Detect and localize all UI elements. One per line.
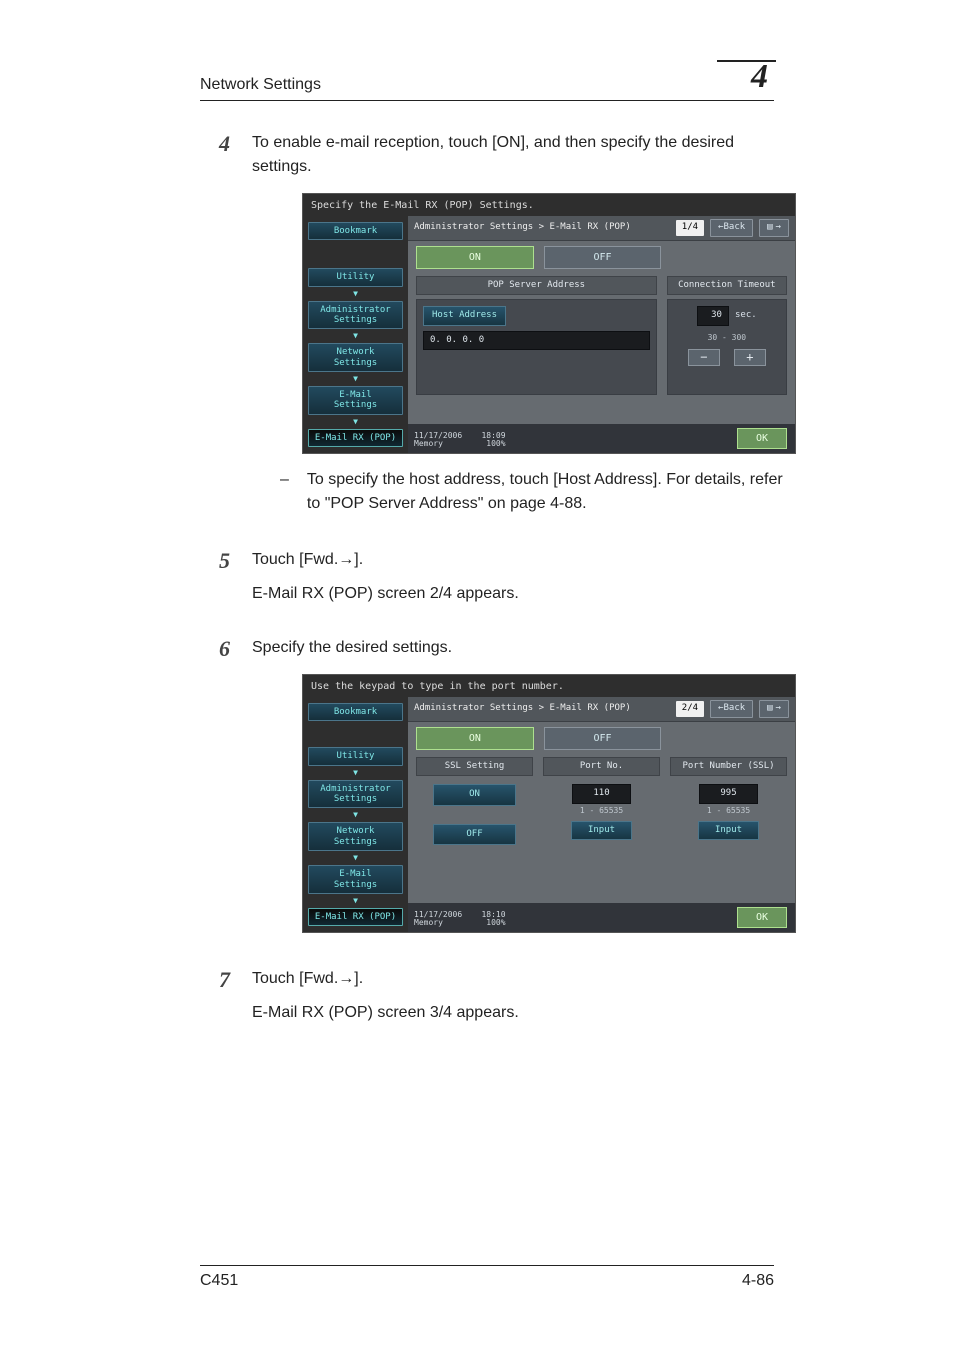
back-button[interactable]: ←Back xyxy=(710,219,753,237)
nav-arrow-icon: ▼ xyxy=(308,895,403,907)
fwd-button[interactable]: ▤ → xyxy=(759,700,789,718)
memory-value: 100% xyxy=(486,918,505,927)
ok-button[interactable]: OK xyxy=(737,907,787,928)
memory-label: Memory xyxy=(414,918,443,927)
ssl-port-value: 995 xyxy=(699,784,758,804)
screen-1-instruction: Specify the E-Mail RX (POP) Settings. xyxy=(303,194,795,216)
ok-button[interactable]: OK xyxy=(737,428,787,449)
screen-1: Specify the E-Mail RX (POP) Settings. Bo… xyxy=(302,193,796,454)
sub-bullet-dash: – xyxy=(280,468,289,516)
footer-model: C451 xyxy=(200,1272,238,1290)
screen-2-instruction: Use the keypad to type in the port numbe… xyxy=(303,675,795,697)
bookmark-button[interactable]: Bookmark xyxy=(308,703,403,721)
nav-arrow-icon: ▼ xyxy=(308,767,403,779)
toggle-on[interactable]: ON xyxy=(416,246,534,269)
timestamp-time: 18:10 xyxy=(481,910,505,919)
memory-value: 100% xyxy=(486,439,505,448)
nav-utility[interactable]: Utility xyxy=(308,268,403,286)
breadcrumb: Administrator Settings > E-Mail RX (POP) xyxy=(414,702,670,716)
plus-button[interactable]: + xyxy=(734,349,766,366)
minus-button[interactable]: − xyxy=(688,349,720,366)
ssl-off-button[interactable]: OFF xyxy=(433,824,517,846)
nav-arrow-icon: ▼ xyxy=(308,852,403,864)
ssl-port-range: 1 - 65535 xyxy=(707,805,750,817)
step-5-text1: Touch [Fwd.→]. xyxy=(252,548,774,572)
step-6-text: Specify the desired settings. xyxy=(252,636,796,660)
port-no-header: Port No. xyxy=(543,757,660,777)
step-4-text: To enable e-mail reception, touch [ON], … xyxy=(252,131,796,179)
toggle-on[interactable]: ON xyxy=(416,727,534,750)
step-7-text1: Touch [Fwd.→]. xyxy=(252,967,774,991)
nav-utility[interactable]: Utility xyxy=(308,747,403,765)
nav-arrow-icon: ▼ xyxy=(308,288,403,300)
fwd-icon: ▤ xyxy=(767,702,772,716)
nav-email-rx-pop[interactable]: E-Mail RX (POP) xyxy=(308,429,403,447)
ssl-setting-header: SSL Setting xyxy=(416,757,533,777)
nav-admin-settings[interactable]: Administrator Settings xyxy=(308,780,403,809)
timestamp-date: 11/17/2006 xyxy=(414,431,462,440)
port-input-button[interactable]: Input xyxy=(571,821,632,841)
nav-email-rx-pop[interactable]: E-Mail RX (POP) xyxy=(308,908,403,926)
connection-timeout-header: Connection Timeout xyxy=(667,276,787,296)
arrow-right-icon: → xyxy=(776,221,781,235)
timestamp-date: 11/17/2006 xyxy=(414,910,462,919)
toggle-off[interactable]: OFF xyxy=(544,727,662,750)
ssl-port-input-button[interactable]: Input xyxy=(698,821,759,841)
step-number-7: 7 xyxy=(200,967,230,1035)
page-indicator: 2/4 xyxy=(676,701,704,717)
step-7-text2: E-Mail RX (POP) screen 3/4 appears. xyxy=(252,1001,774,1025)
host-address-button[interactable]: Host Address xyxy=(423,306,506,326)
page-indicator: 1/4 xyxy=(676,220,704,236)
step-number-4: 4 xyxy=(200,131,230,528)
pop-server-address-header: POP Server Address xyxy=(416,276,657,296)
breadcrumb: Administrator Settings > E-Mail RX (POP) xyxy=(414,221,670,235)
nav-admin-settings[interactable]: Administrator Settings xyxy=(308,301,403,330)
footer-rule xyxy=(200,1265,774,1266)
nav-network-settings[interactable]: Network Settings xyxy=(308,343,403,372)
back-button[interactable]: ←Back xyxy=(710,700,753,718)
timeout-unit: sec. xyxy=(735,309,757,323)
nav-arrow-icon: ▼ xyxy=(308,330,403,342)
timeout-range: 30 - 300 xyxy=(708,332,747,344)
toggle-off[interactable]: OFF xyxy=(544,246,662,269)
step-number-6: 6 xyxy=(200,636,230,947)
nav-arrow-icon: ▼ xyxy=(308,373,403,385)
nav-arrow-icon: ▼ xyxy=(308,416,403,428)
host-address-value: 0. 0. 0. 0 xyxy=(423,331,650,351)
nav-arrow-icon: ▼ xyxy=(308,809,403,821)
nav-email-settings[interactable]: E-Mail Settings xyxy=(308,386,403,415)
fwd-button[interactable]: ▤ → xyxy=(759,219,789,237)
memory-label: Memory xyxy=(414,439,443,448)
screen-2: Use the keypad to type in the port numbe… xyxy=(302,674,796,933)
timestamp-time: 18:09 xyxy=(481,431,505,440)
step-5-text2: E-Mail RX (POP) screen 2/4 appears. xyxy=(252,582,774,606)
port-range: 1 - 65535 xyxy=(580,805,623,817)
timeout-value: 30 xyxy=(697,306,729,326)
port-ssl-header: Port Number (SSL) xyxy=(670,757,787,777)
ssl-on-button[interactable]: ON xyxy=(433,784,517,806)
nav-email-settings[interactable]: E-Mail Settings xyxy=(308,865,403,894)
step-4-sub-text: To specify the host address, touch [Host… xyxy=(307,468,796,516)
section-title: Network Settings xyxy=(200,76,321,94)
nav-network-settings[interactable]: Network Settings xyxy=(308,822,403,851)
fwd-icon: ▤ xyxy=(767,221,772,235)
chapter-number: 4 xyxy=(745,60,774,94)
port-value: 110 xyxy=(572,784,631,804)
step-number-5: 5 xyxy=(200,548,230,616)
arrow-right-icon: → xyxy=(776,702,781,716)
bookmark-button[interactable]: Bookmark xyxy=(308,222,403,240)
footer-page-number: 4-86 xyxy=(742,1272,774,1290)
